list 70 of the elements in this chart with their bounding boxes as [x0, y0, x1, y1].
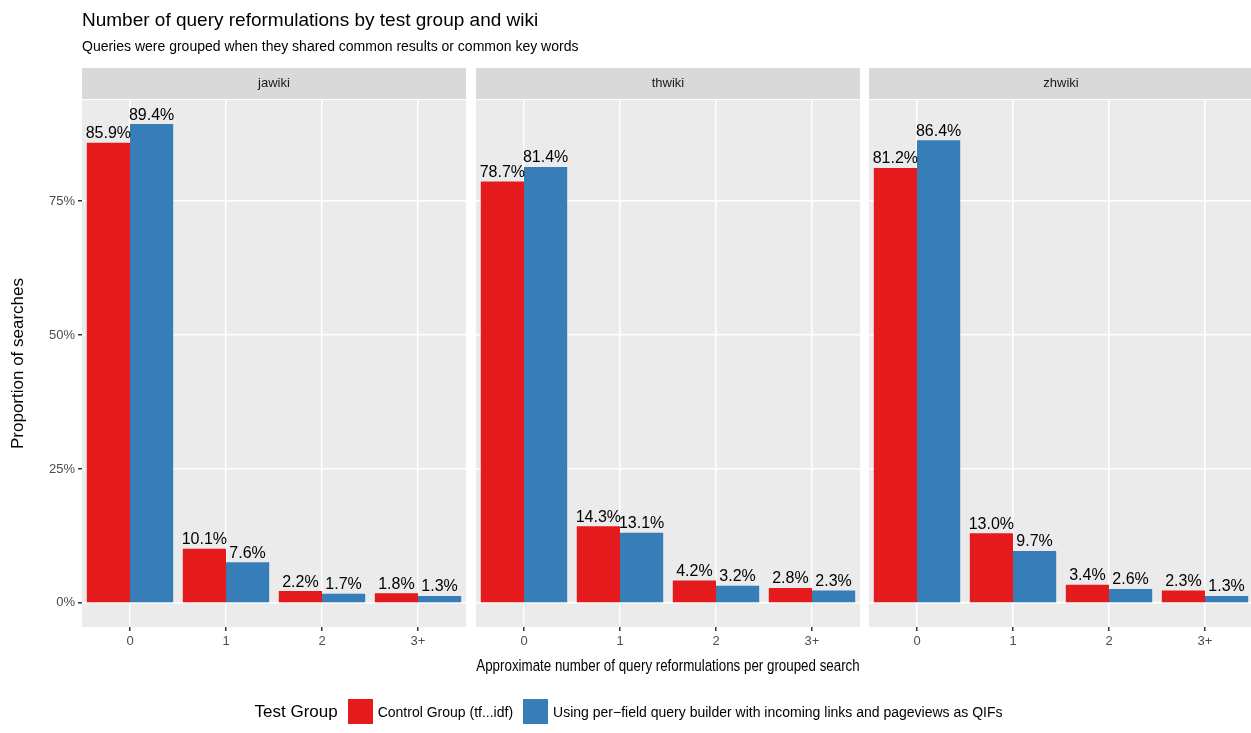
- data-label: 14.3%: [575, 507, 622, 525]
- bar: [1013, 550, 1057, 603]
- x-tick-label: 1: [222, 633, 230, 649]
- data-label: 2.3%: [1165, 571, 1202, 589]
- chart-title: jawiki: [257, 75, 290, 91]
- data-label: 3.2%: [719, 567, 756, 585]
- bar: [969, 533, 1013, 603]
- data-label: 1.3%: [1208, 577, 1245, 595]
- bar: [480, 181, 524, 603]
- legend-title: Test Group: [254, 701, 338, 722]
- data-label: 7.6%: [229, 543, 266, 561]
- text: Queries were grouped when they shared common results or common key words: [82, 37, 580, 56]
- data-label: 1.3%: [421, 577, 458, 595]
- bar: [873, 168, 917, 603]
- data-label: 2.3%: [815, 571, 852, 589]
- x-tick-label: 0: [520, 633, 528, 649]
- bar: [620, 532, 664, 603]
- bar: [672, 580, 716, 603]
- y-tick-label: 0%: [56, 594, 76, 610]
- bar: [576, 526, 620, 603]
- bar: [768, 587, 812, 603]
- x-tick-label: 0: [913, 633, 921, 649]
- bar: [716, 585, 760, 603]
- x-tick-label: 2: [1105, 633, 1113, 649]
- bar: [524, 166, 568, 603]
- x-tick-label: 1: [616, 633, 624, 649]
- data-label: 3.4%: [1069, 566, 1106, 584]
- y-axis-title: Proportion of searches: [7, 277, 27, 450]
- bar: [278, 591, 322, 603]
- bar: [1161, 590, 1205, 603]
- x-tick-label: 3+: [1197, 633, 1213, 649]
- bar: [1065, 584, 1109, 603]
- data-label: 2.6%: [1112, 570, 1149, 588]
- chart-title: thwiki: [651, 75, 685, 91]
- bar: [1109, 588, 1153, 603]
- y-tick-label: 50%: [48, 326, 76, 342]
- legend-label: Control Group (tf...idf): [377, 703, 514, 720]
- data-label: 2.8%: [772, 569, 809, 587]
- data-label: 4.2%: [676, 561, 713, 579]
- y-tick-label: 75%: [48, 192, 76, 208]
- text: Number of query reformulations by test group and wiki: [82, 8, 540, 32]
- legend-label: Using per−field query builder with incoming links and pageviews as QIFs: [553, 703, 1003, 720]
- chart-title: zhwiki: [1043, 75, 1079, 91]
- data-label: 13.0%: [968, 514, 1015, 532]
- bar: [86, 142, 130, 603]
- data-label: 2.2%: [282, 572, 319, 590]
- bar: [182, 548, 226, 603]
- bar: [374, 593, 418, 603]
- data-label: 86.4%: [915, 121, 962, 139]
- bar: [322, 593, 366, 603]
- x-tick-label: 0: [126, 633, 134, 649]
- data-label: 9.7%: [1016, 532, 1053, 550]
- data-label: 89.4%: [128, 105, 175, 123]
- x-tick-label: 2: [318, 633, 326, 649]
- bar: [812, 590, 856, 603]
- data-label: 1.8%: [378, 574, 415, 592]
- data-label: 10.1%: [181, 530, 228, 548]
- x-tick-label: 2: [712, 633, 720, 649]
- x-axis-title: Approximate number of query reformulations per grouped search: [476, 655, 860, 675]
- x-tick-label: 1: [1009, 633, 1017, 649]
- x-tick-label: 3+: [804, 633, 820, 649]
- bar: [1205, 595, 1249, 603]
- bar: [130, 124, 174, 603]
- x-tick-label: 3+: [410, 633, 426, 649]
- bar: [418, 595, 462, 603]
- data-label: 81.4%: [522, 148, 569, 166]
- bar: [226, 562, 270, 603]
- data-label: 1.7%: [325, 575, 362, 593]
- bar: [917, 140, 961, 603]
- y-tick-label: 25%: [48, 460, 76, 476]
